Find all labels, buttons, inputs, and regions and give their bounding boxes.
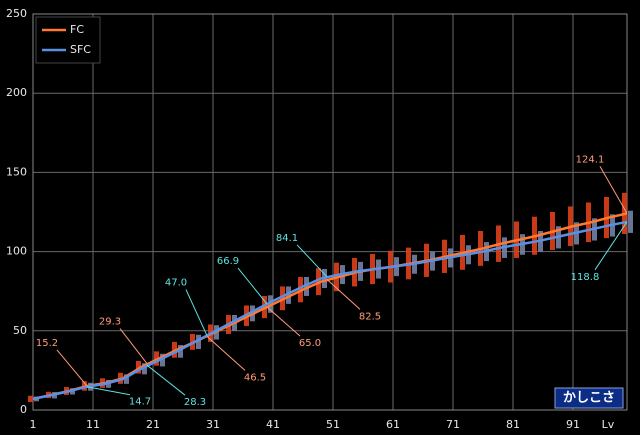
- range-bar: [124, 374, 129, 384]
- x-tick-label: 91: [566, 418, 580, 431]
- x-tick-label: 41: [266, 418, 280, 431]
- legend-label: SFC: [70, 43, 91, 56]
- range-bar: [178, 345, 183, 358]
- annotation-label: 118.8: [571, 272, 600, 283]
- annotation-leader: [599, 166, 628, 214]
- annotation-leader: [296, 244, 328, 278]
- x-tick-label: 31: [206, 418, 220, 431]
- annotation-leader: [146, 364, 186, 396]
- annotation-leader: [56, 349, 88, 387]
- y-tick-label: 200: [6, 86, 27, 99]
- y-tick-label: 100: [6, 245, 27, 258]
- annotation-label: 84.1: [276, 233, 298, 244]
- y-tick-label: 0: [20, 403, 27, 416]
- legend-label: FC: [70, 23, 84, 36]
- x-tick-label: 1: [30, 418, 37, 431]
- range-bar: [628, 210, 633, 233]
- x-tick-label: 81: [506, 418, 520, 431]
- x-tick-label: 21: [146, 418, 160, 431]
- range-bar: [28, 395, 33, 403]
- annotation-label: 124.1: [576, 154, 605, 165]
- range-bar: [136, 360, 141, 374]
- annotation-leader: [237, 267, 268, 305]
- annotation-leader: [326, 278, 361, 310]
- badge-label: かしこさ: [563, 391, 615, 406]
- y-tick-label: 250: [6, 7, 27, 20]
- annotation-label: 28.3: [184, 397, 206, 408]
- annotation-label: 47.0: [165, 278, 187, 289]
- y-tick-label: 150: [6, 165, 27, 178]
- annotation-leader: [594, 221, 628, 271]
- annotation-label: 66.9: [217, 256, 239, 267]
- legend-box: [35, 16, 101, 64]
- annotation-leader: [119, 328, 148, 364]
- x-tick-label: 71: [446, 418, 460, 431]
- range-bar: [304, 276, 309, 296]
- y-tick-label: 50: [13, 324, 27, 337]
- annotation-leader: [206, 335, 246, 371]
- x-axis-label: Lv: [602, 418, 615, 431]
- annotation-label: 82.5: [359, 311, 381, 322]
- annotation-label: 65.0: [299, 338, 321, 349]
- range-bar: [160, 353, 165, 367]
- annotation-label: 15.2: [36, 338, 58, 349]
- annotation-label: 29.3: [99, 317, 121, 328]
- annotation-label: 14.7: [129, 397, 151, 408]
- range-bar: [196, 334, 201, 350]
- x-tick-label: 51: [326, 418, 340, 431]
- annotation-leader: [266, 306, 301, 337]
- annotation-leader: [185, 289, 208, 336]
- range-bar: [142, 363, 147, 375]
- x-tick-label: 11: [86, 418, 100, 431]
- badge-box: [554, 387, 624, 409]
- series-line: [32, 220, 628, 401]
- annotation-leader: [86, 386, 131, 396]
- x-tick-label: 61: [386, 418, 400, 431]
- annotation-label: 46.5: [244, 372, 266, 383]
- range-bar: [286, 286, 291, 304]
